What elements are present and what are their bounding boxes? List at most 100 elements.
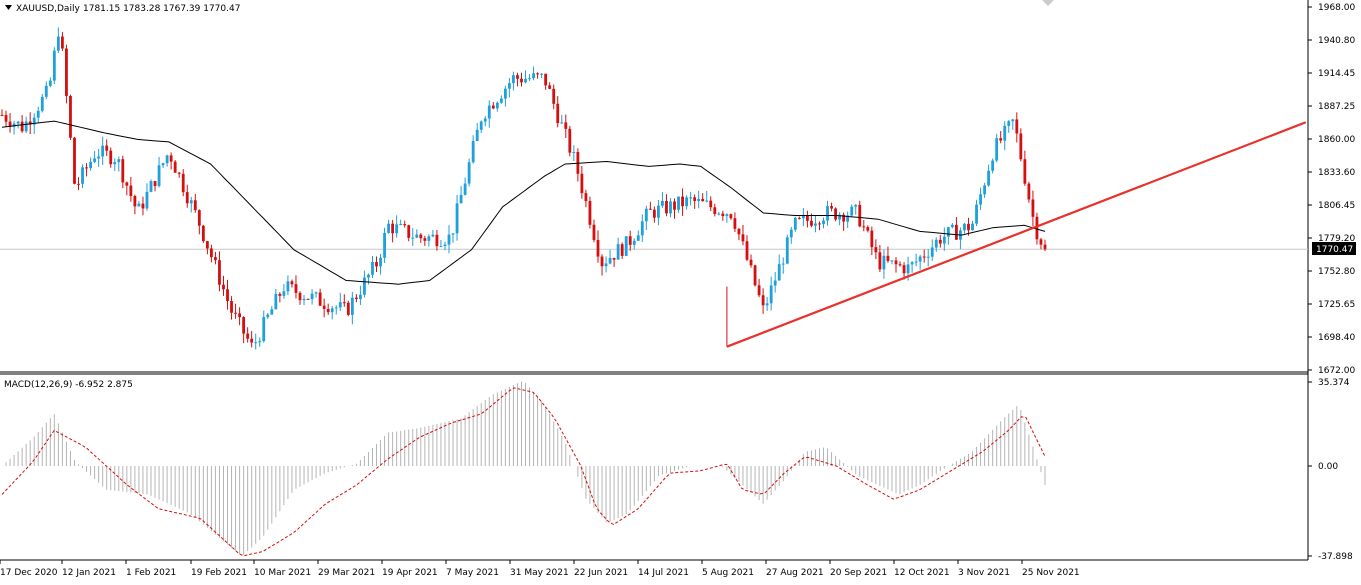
candle-body [487,105,491,119]
candle-body [399,224,403,226]
candle-body [149,181,153,192]
candle-body [689,197,693,199]
candle-body [89,161,92,169]
candle-body [141,203,145,209]
candle-body [777,264,781,281]
candle-body [459,194,463,204]
candle-body [427,236,431,241]
candle-body [1019,133,1023,160]
trendline[interactable] [726,121,1307,348]
candle-body [205,241,209,249]
candle-body [258,341,262,343]
candle-body [479,121,483,130]
candle-body [681,196,684,207]
candle-body [520,78,523,83]
candle-body [914,261,918,263]
dropdown-triangle-icon[interactable] [5,5,12,10]
price-tick-label: 1698.40 [1318,333,1355,343]
candle-body [483,118,487,122]
candle-body [967,223,970,231]
candle-body [467,162,471,184]
candle-body [101,145,105,157]
candle-body [810,220,813,226]
candle-body [173,161,177,173]
time-tick-label: 12 Jan 2021 [62,568,116,578]
candle-body [419,234,423,239]
candle-body [644,208,648,222]
candle-body [910,262,914,265]
candle-body [838,214,842,220]
price-tick-label: 1860.00 [1318,135,1355,145]
candle-body [117,159,121,163]
candle-body [826,206,829,221]
candle-body [560,122,564,124]
candle-body [572,152,576,154]
candle-body [874,247,878,253]
candle-body [588,201,592,225]
candle-body [371,261,374,275]
candle-body [995,138,999,161]
candle-body [81,167,84,184]
shift-marker-icon[interactable] [1042,0,1054,6]
candle-body [918,256,922,262]
candle-body [310,293,314,300]
candle-body [870,230,874,248]
time-tick-label: 12 Oct 2021 [894,568,950,578]
candle-body [721,213,725,217]
candle-body [298,292,302,301]
candle-body [677,196,680,210]
candle-body [383,232,386,258]
candle-body [495,102,499,109]
candle-body [540,73,544,75]
candles[interactable] [0,27,1047,350]
candle-body [4,115,8,122]
candle-body [854,204,858,207]
candle-body [765,303,769,306]
candle-body [669,201,672,214]
candle-body [624,236,628,256]
candle-body [890,260,894,262]
candle-body [608,257,612,264]
candle-body [975,204,978,224]
time-tick-label: 7 May 2021 [446,568,499,578]
candle-body [346,302,350,315]
candle-body [499,98,503,103]
candle-body [1031,199,1035,217]
candle-body [403,224,407,226]
candle-body [387,223,390,233]
candle-body [214,257,217,261]
candle-body [197,210,201,226]
time-tick-label: 22 Jun 2021 [574,568,628,578]
candle-body [1043,244,1047,250]
time-tick-label: 31 May 2021 [510,568,569,578]
moving-average [1,120,1046,285]
candle-body [318,292,322,306]
candle-body [77,183,80,185]
candle-body [52,50,56,81]
candle-body [697,198,701,201]
candle-body [395,224,399,234]
candle-body [616,244,620,260]
candle-body [326,308,330,313]
candle-body [20,121,24,132]
candle-body [950,224,954,228]
candle-body [85,167,88,169]
candle-body [685,197,688,207]
time-tick-label: 3 Nov 2021 [958,568,1010,578]
candle-body [222,284,225,290]
candle-body [793,217,797,230]
candle-body [242,317,246,334]
candle-body [145,191,149,209]
candle-body [185,192,189,204]
candle-body [620,244,624,256]
macd-signal-line [1,387,1046,557]
candle-body [894,260,898,265]
candle-body [636,235,640,241]
candle-body [286,281,290,292]
candle-body [0,114,4,116]
candle-body [512,75,515,84]
candle-body [431,234,435,237]
price-tick-label: 1940.80 [1318,36,1355,46]
